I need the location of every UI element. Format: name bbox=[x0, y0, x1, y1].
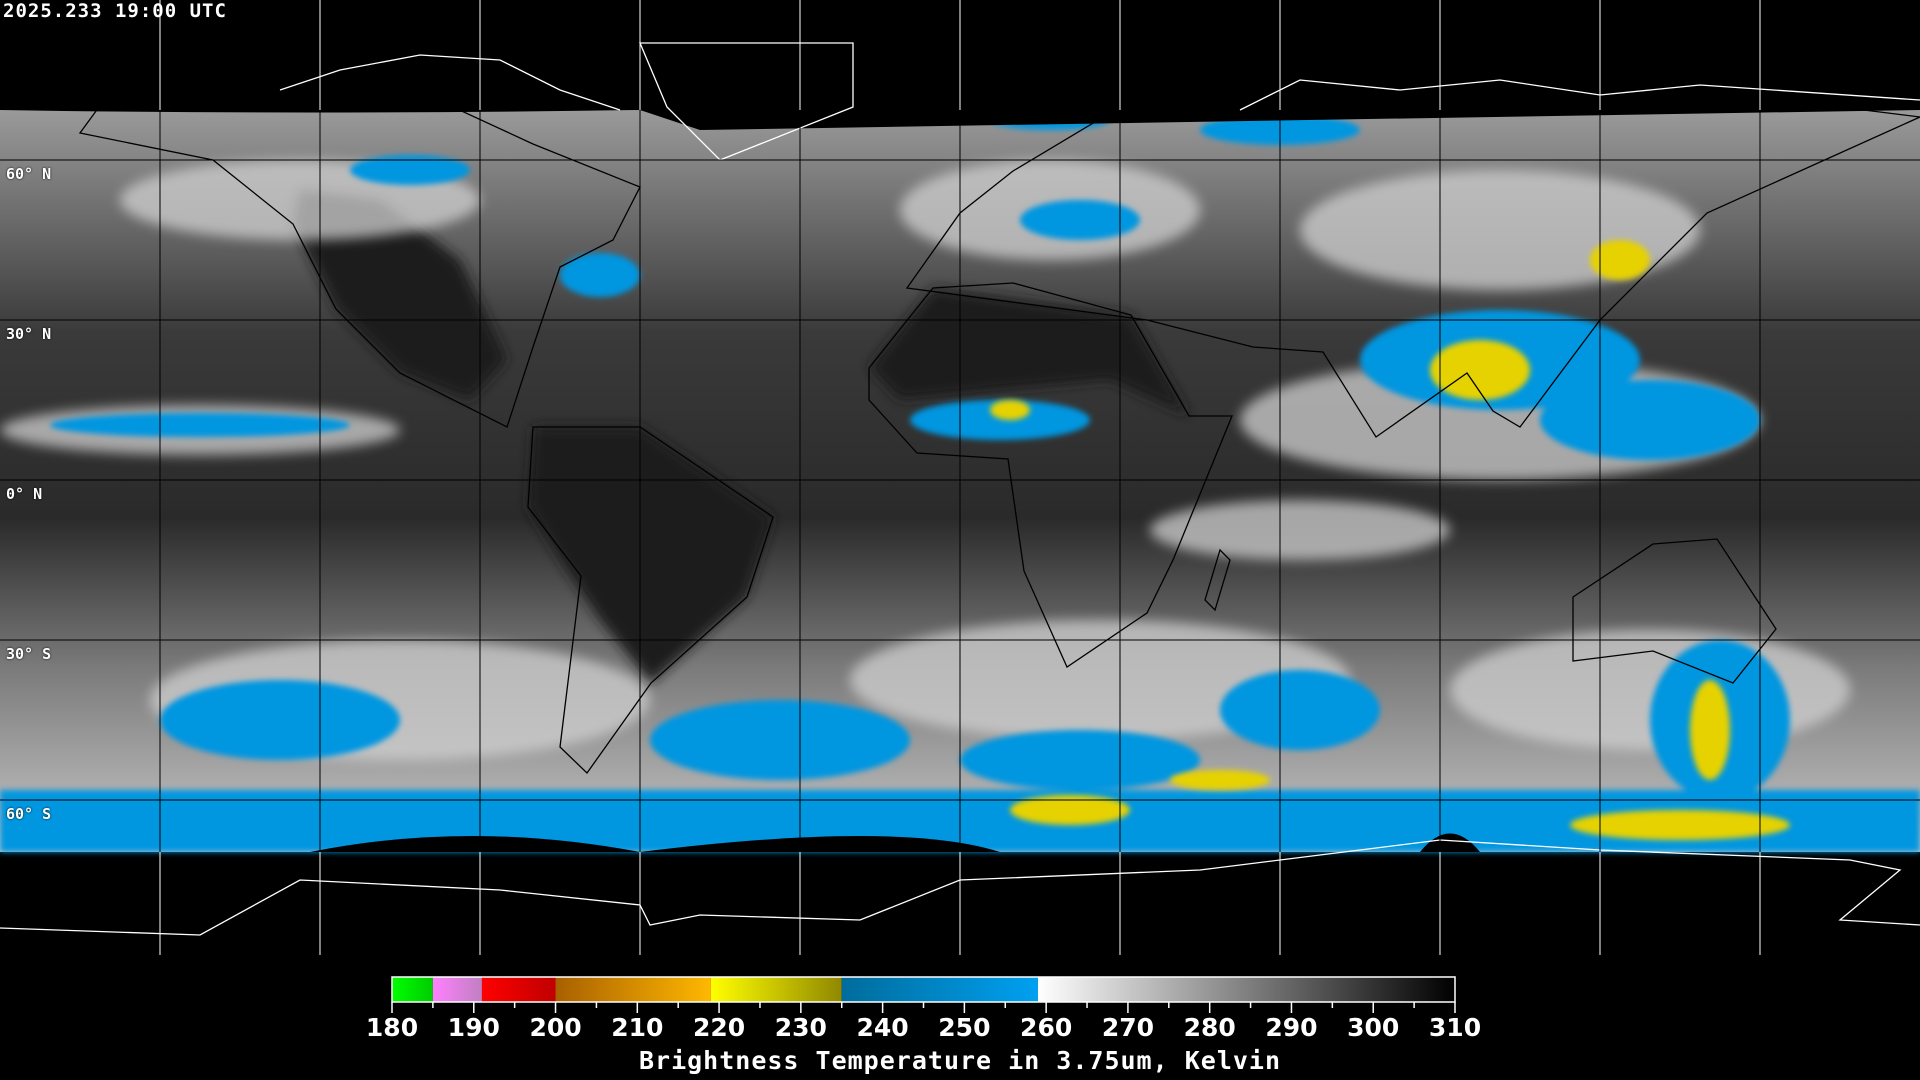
coastline-north-america bbox=[78, 95, 641, 428]
colorbar-tick-label: 220 bbox=[693, 1013, 745, 1042]
lat-label-60s: 60° S bbox=[6, 805, 52, 823]
colorbar-tick-label: 270 bbox=[1102, 1013, 1154, 1042]
colorbar-tick-label: 310 bbox=[1429, 1013, 1481, 1042]
colorbar: 180 190 200 210 220 230 240 250 260 270 280 290 300 3… bbox=[366, 976, 1481, 1042]
colorbar-tick-label: 250 bbox=[938, 1013, 990, 1042]
coastlines bbox=[0, 42, 1920, 936]
colorbar-tick-label: 260 bbox=[1020, 1013, 1072, 1042]
coastline-south-america bbox=[527, 426, 774, 774]
colorbar-tick-label: 290 bbox=[1265, 1013, 1317, 1042]
colorbar-tick-label: 210 bbox=[611, 1013, 663, 1042]
coastline-madagascar bbox=[1204, 548, 1231, 612]
colorbar-segments bbox=[392, 977, 1455, 1002]
colorbar-tick-label: 240 bbox=[857, 1013, 909, 1042]
timestamp-label: 2025.233 19:00 UTC bbox=[3, 0, 227, 22]
lat-lon-grid bbox=[159, 0, 1761, 955]
coastline-africa bbox=[868, 282, 1233, 668]
colorbar-tick-label: 230 bbox=[775, 1013, 827, 1042]
colorbar-tick-label: 300 bbox=[1347, 1013, 1399, 1042]
colorbar-tick-label: 200 bbox=[529, 1013, 581, 1042]
coastline-greenland bbox=[639, 42, 854, 161]
coastline-antarctica bbox=[0, 839, 1920, 936]
colorbar-segment bbox=[710, 977, 842, 1002]
coastline-eurasia bbox=[905, 63, 1920, 438]
lat-label-0n: 0° N bbox=[6, 485, 43, 503]
colorbar-ticks: 180 190 200 210 220 230 240 250 260 270 280 290 300 3… bbox=[366, 1002, 1481, 1042]
colorbar-segment bbox=[1037, 977, 1455, 1002]
coastline-arctic-islands bbox=[279, 54, 621, 111]
coastline-australia bbox=[1572, 538, 1777, 684]
lat-label-30s: 30° S bbox=[6, 645, 52, 663]
colorbar-segment bbox=[432, 977, 482, 1002]
colorbar-segment bbox=[555, 977, 711, 1002]
colorbar-tick-label: 280 bbox=[1184, 1013, 1236, 1042]
satellite-map bbox=[0, 0, 1920, 955]
colorbar-tick-label: 180 bbox=[366, 1013, 418, 1042]
colorbar-segment bbox=[841, 977, 1038, 1002]
colorbar-segment bbox=[392, 977, 433, 1002]
colorbar-title: Brightness Temperature in 3.75um, Kelvin bbox=[638, 1046, 1282, 1075]
colorbar-tick-label: 190 bbox=[448, 1013, 500, 1042]
very-cold-cloud-areas bbox=[990, 240, 1790, 840]
colorbar-segment bbox=[481, 977, 556, 1002]
lat-label-30n: 30° N bbox=[6, 325, 52, 343]
lat-label-60n: 60° N bbox=[6, 165, 52, 183]
coastline-siberia bbox=[1239, 79, 1920, 111]
